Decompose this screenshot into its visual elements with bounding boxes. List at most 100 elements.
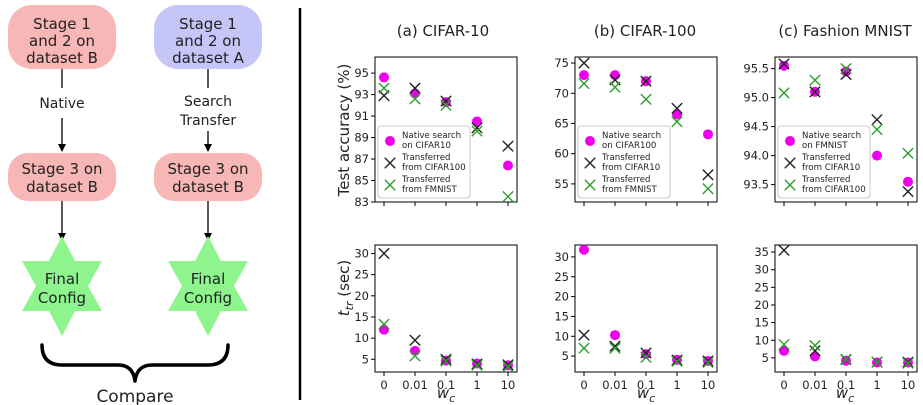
legend-entry-line2: on FMNIST — [802, 141, 848, 151]
data-point — [671, 354, 683, 366]
data-point — [578, 329, 590, 341]
legend-marker-stroke-b — [784, 157, 796, 169]
data-point — [809, 86, 821, 98]
legend-box — [377, 125, 471, 199]
data-point-stroke-b — [871, 113, 883, 126]
data-point-stroke-b — [502, 360, 514, 373]
data-point — [779, 60, 789, 71]
compare-label: Compare — [96, 387, 173, 405]
legend-box — [577, 125, 671, 199]
data-point — [440, 95, 452, 107]
data-point — [379, 324, 389, 335]
data-point-stroke-b — [640, 75, 652, 87]
flow-diagram: Stage 1 and 2 on dataset B Stage 1 and 2… — [8, 5, 262, 405]
data-point-stroke-b — [871, 123, 883, 136]
data-point — [840, 353, 852, 365]
data-point — [840, 62, 852, 75]
data-point-stroke-b — [578, 57, 590, 69]
plot-frame — [374, 244, 518, 373]
right-stage3-line1: Stage 3 on — [167, 160, 248, 178]
ylabel-time-unit: (sec) — [335, 260, 353, 302]
y-tick-label: 70 — [554, 86, 569, 100]
y-tick-label: 85 — [354, 174, 369, 188]
search-label: Search — [184, 94, 232, 110]
ylabel-time: ttr (sec) — [335, 260, 356, 317]
data-point — [902, 357, 914, 369]
panel-title-cifar100: (b) CIFAR-100 — [594, 22, 696, 40]
data-point — [378, 318, 390, 330]
data-point-stroke-b — [409, 350, 421, 362]
data-point-stroke-b — [671, 115, 683, 128]
y-tick-label: 75 — [554, 56, 569, 70]
right-stage12-line3: dataset A — [172, 49, 244, 67]
left-stage12-line2: and 2 on — [29, 32, 95, 50]
legend-entry-line2: from FMNIST — [402, 185, 458, 195]
x-tick-label: 0.01 — [602, 378, 628, 392]
data-point — [471, 358, 483, 370]
right-final-line1: Final — [191, 270, 226, 288]
data-point-stroke-b — [440, 353, 452, 365]
legend-marker — [585, 136, 595, 146]
data-point — [472, 116, 482, 127]
data-point — [902, 147, 914, 159]
ylabel-time-t: t — [335, 309, 353, 316]
legend-entry-line1: Native search — [602, 131, 661, 141]
x-tick-label: 0.1 — [437, 378, 455, 392]
y-tick-label: 91 — [354, 109, 369, 123]
data-point-stroke-b — [840, 62, 852, 75]
data-point — [671, 355, 683, 367]
transfer-label: Transfer — [179, 113, 237, 129]
data-point — [440, 353, 452, 365]
data-point — [471, 125, 483, 137]
data-point-stroke-b — [440, 99, 452, 112]
y-tick-label: 95.0 — [743, 91, 769, 105]
data-point — [809, 339, 821, 352]
panel-cifar100-time: 5 10 15 20 25 30 0 0.01 0.1 1 10 — [554, 244, 718, 392]
y-tick-label: 25 — [354, 268, 369, 282]
data-point — [502, 190, 514, 203]
legend-marker — [785, 136, 795, 146]
left-stage12-line3: dataset B — [26, 49, 98, 67]
data-point-stroke-b — [578, 77, 590, 90]
legend-entry-line2: from CIFAR100 — [802, 185, 866, 195]
y-tick-label: 93 — [354, 88, 369, 102]
data-point — [578, 77, 590, 90]
y-tick-label: 20 — [354, 289, 369, 303]
data-point-stroke-b — [778, 58, 790, 70]
y-tick-label: 60 — [554, 147, 569, 161]
x-tick-label: 1 — [673, 378, 680, 392]
data-point — [609, 81, 621, 93]
y-tick-label: 94.5 — [743, 120, 769, 134]
legend-marker — [784, 179, 796, 191]
legend-entry-line1: Transferred — [801, 175, 851, 185]
data-point — [779, 345, 789, 356]
x-tick-label: 0 — [580, 378, 587, 392]
y-tick-label: 20 — [554, 290, 569, 304]
legend-marker-stroke-b — [384, 157, 396, 169]
legend-box — [777, 125, 871, 199]
left-stage12-box — [8, 5, 116, 69]
data-point-stroke-b — [778, 87, 790, 99]
xlabel-sub-c: c — [848, 392, 854, 405]
data-point — [702, 355, 714, 367]
ylabel-accuracy: Test accuracy (%) — [335, 64, 353, 198]
data-point — [702, 169, 714, 181]
y-tick-label: 15 — [554, 309, 569, 323]
right-final-line2: Config — [184, 289, 232, 307]
x-tick-label: 10 — [501, 378, 516, 392]
data-point-stroke-b — [702, 355, 714, 367]
data-point-stroke-b — [471, 122, 483, 134]
y-tick-label: 95 — [354, 66, 369, 80]
data-point-stroke-b — [471, 125, 483, 137]
data-point — [471, 122, 483, 134]
data-point-stroke-b — [609, 342, 621, 354]
xlabel-sub-b: c — [649, 392, 655, 405]
data-point — [502, 360, 514, 373]
data-point-stroke-b — [640, 347, 652, 359]
x-tick-label: 0 — [780, 378, 787, 392]
left-final-line2: Config — [38, 289, 86, 307]
left-stage12-line1: Stage 1 — [33, 15, 91, 33]
data-point — [409, 350, 421, 362]
